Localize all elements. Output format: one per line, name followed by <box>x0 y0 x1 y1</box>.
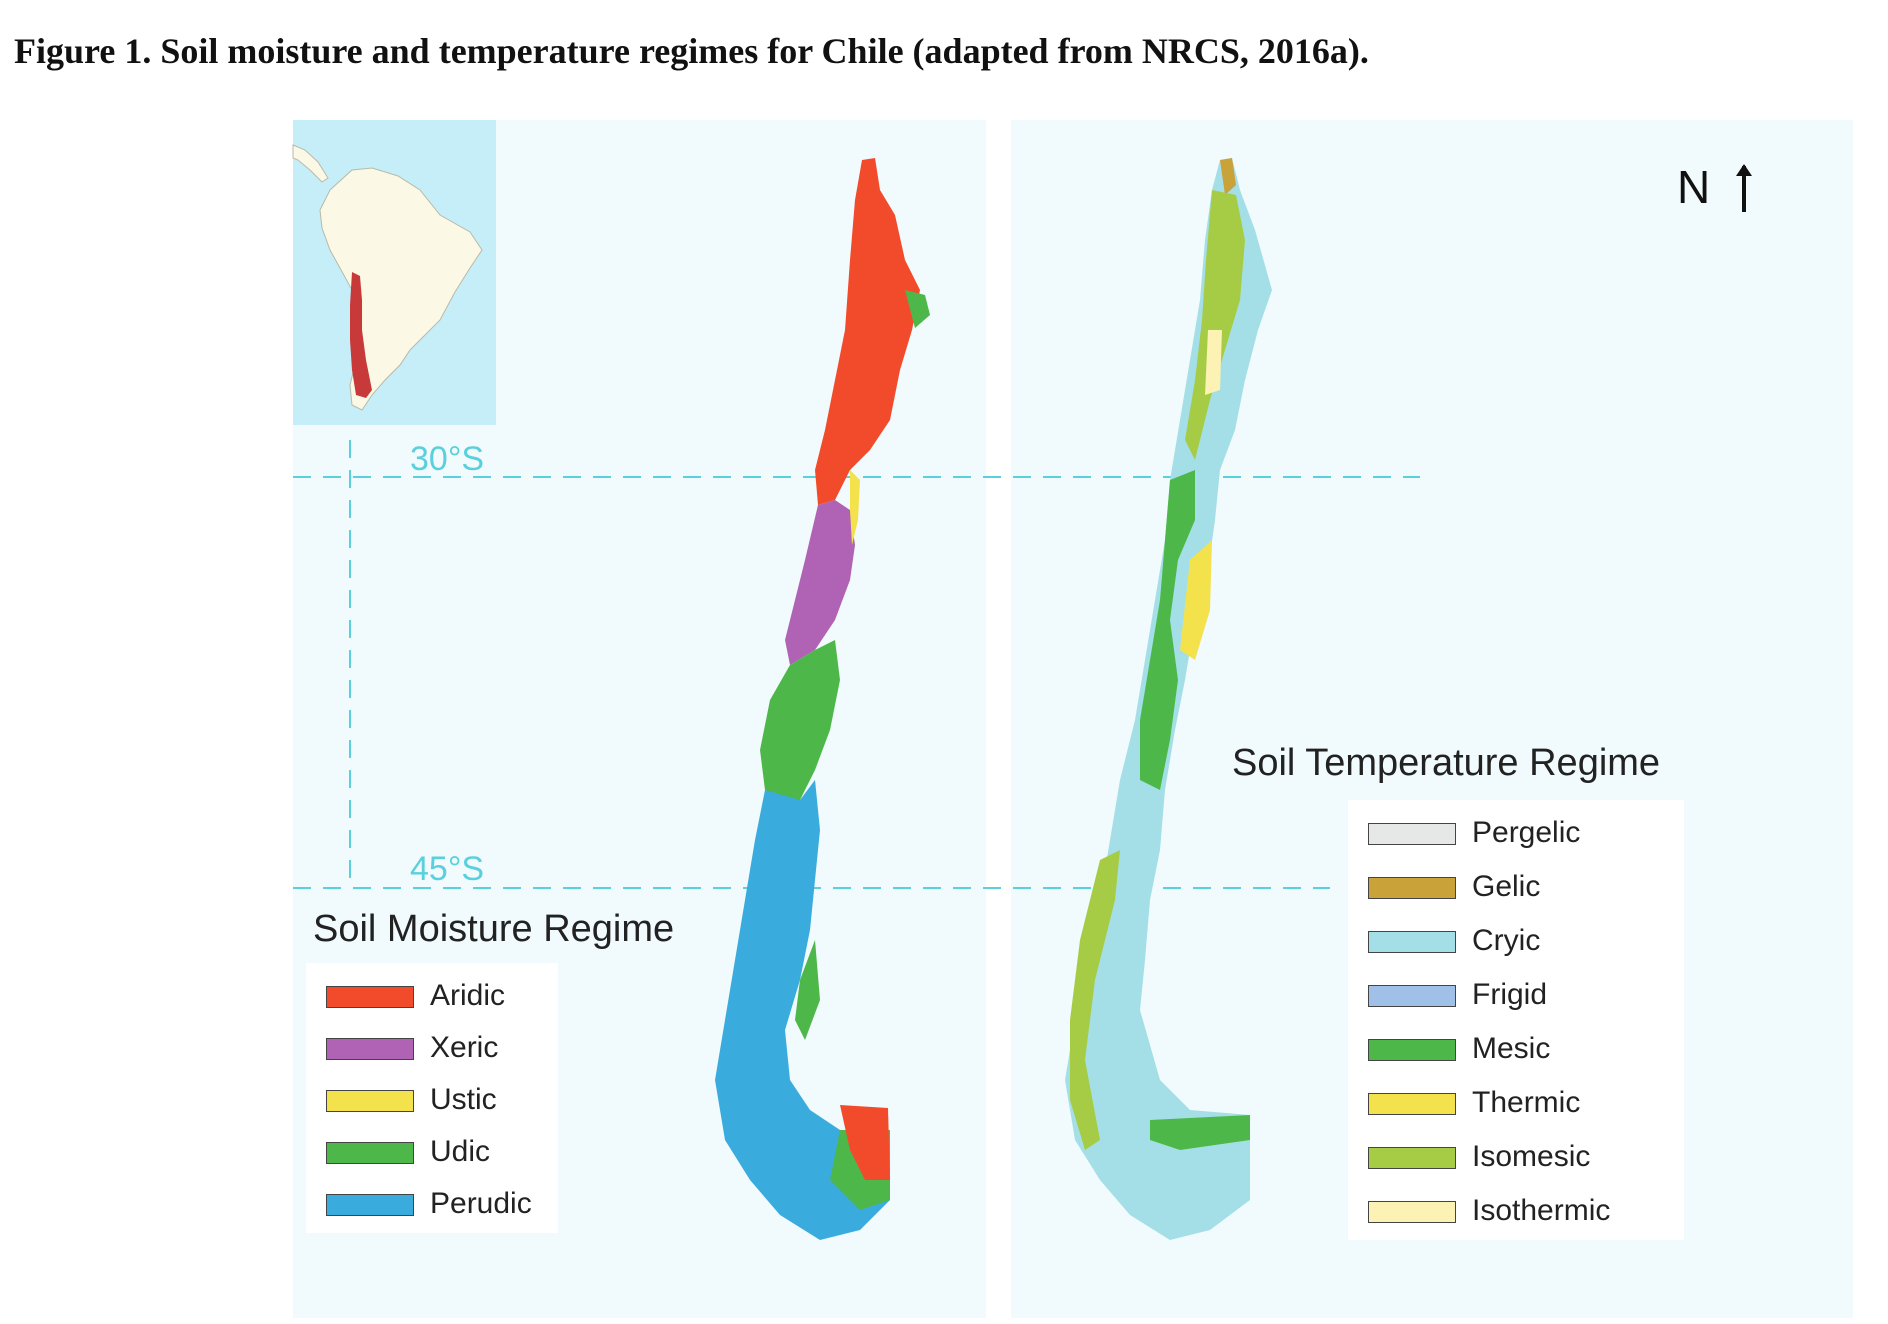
moisture-legend-item-aridic: Aridic <box>306 977 558 1017</box>
temperature-legend-item-thermic: Thermic <box>1348 1084 1684 1124</box>
temperature-legend-item-frigid: Frigid <box>1348 976 1684 1016</box>
moisture-perudic <box>715 780 890 1240</box>
temperature-legend-item-mesic: Mesic <box>1348 1030 1684 1070</box>
temperature-isomesic-north <box>1185 190 1245 460</box>
legend-label: Mesic <box>1472 1032 1551 1065</box>
legend-swatch <box>1368 823 1456 845</box>
moisture-udic-north-east <box>905 290 930 328</box>
temperature-thermic <box>1180 540 1212 660</box>
legend-swatch <box>1368 877 1456 899</box>
north-arrow: N <box>1677 160 1752 214</box>
legend-label: Isothermic <box>1472 1194 1611 1227</box>
legend-swatch <box>1368 1201 1456 1223</box>
legend-label: Isomesic <box>1472 1140 1591 1173</box>
temperature-isomesic-south <box>1070 850 1120 1150</box>
moisture-legend-title: Soil Moisture Regime <box>313 908 675 950</box>
legend-swatch <box>326 1090 414 1112</box>
temperature-legend-title: Soil Temperature Regime <box>1232 742 1661 784</box>
moisture-legend: Aridic Xeric Ustic Udic Perudic <box>306 963 558 1233</box>
legend-label: Perudic <box>430 1187 532 1220</box>
legend-swatch <box>326 1038 414 1060</box>
moisture-aridic-north <box>815 158 920 505</box>
inset-chile-highlight <box>350 272 372 398</box>
arrow-up-icon <box>1736 164 1752 212</box>
legend-label: Frigid <box>1472 978 1548 1011</box>
legend-label: Thermic <box>1472 1086 1581 1119</box>
inset-map <box>292 120 496 425</box>
temperature-legend-item-pergelic: Pergelic <box>1348 814 1684 854</box>
moisture-udic <box>760 640 840 810</box>
moisture-xeric <box>785 500 855 665</box>
temperature-isothermic <box>1205 330 1222 395</box>
legend-swatch <box>1368 931 1456 953</box>
moisture-legend-item-perudic: Perudic <box>306 1185 558 1225</box>
moisture-legend-item-xeric: Xeric <box>306 1029 558 1069</box>
legend-swatch <box>1368 1039 1456 1061</box>
temperature-legend: Pergelic Gelic Cryic Frigid Mesic Thermic Isom… <box>1348 800 1684 1240</box>
legend-label: Pergelic <box>1472 816 1581 849</box>
lat-45-label: 45°S <box>410 850 485 888</box>
temperature-legend-item-gelic: Gelic <box>1348 868 1684 908</box>
legend-swatch <box>1368 1093 1456 1115</box>
legend-label: Gelic <box>1472 870 1541 903</box>
legend-swatch <box>326 1142 414 1164</box>
figure-caption: Figure 1. Soil moisture and temperature … <box>14 31 1369 71</box>
legend-label: Udic <box>430 1135 491 1168</box>
temperature-legend-item-isothermic: Isothermic <box>1348 1192 1684 1232</box>
legend-label: Aridic <box>430 979 506 1012</box>
moisture-aridic-patagonia <box>840 1105 890 1180</box>
temperature-legend-item-cryic: Cryic <box>1348 922 1684 962</box>
temperature-map <box>1065 158 1272 1240</box>
legend-label: Xeric <box>430 1031 499 1064</box>
legend-label: Cryic <box>1472 924 1541 957</box>
moisture-legend-item-ustic: Ustic <box>306 1081 558 1121</box>
inset-central-america <box>292 144 329 183</box>
legend-label: Ustic <box>430 1083 497 1116</box>
legend-swatch <box>326 1194 414 1216</box>
legend-swatch <box>326 986 414 1008</box>
moisture-udic-south <box>795 940 820 1040</box>
temperature-gelic <box>1220 158 1236 195</box>
legend-swatch <box>1368 985 1456 1007</box>
temperature-legend-item-isomesic: Isomesic <box>1348 1138 1684 1178</box>
temperature-mesic <box>1140 470 1195 790</box>
temperature-mesic-south <box>1150 1115 1250 1150</box>
moisture-map <box>715 158 930 1240</box>
moisture-legend-item-udic: Udic <box>306 1133 558 1173</box>
lat-30-label: 30°S <box>410 440 485 478</box>
legend-swatch <box>1368 1147 1456 1169</box>
moisture-ustic-strip <box>850 470 860 545</box>
north-label: N <box>1677 161 1711 213</box>
